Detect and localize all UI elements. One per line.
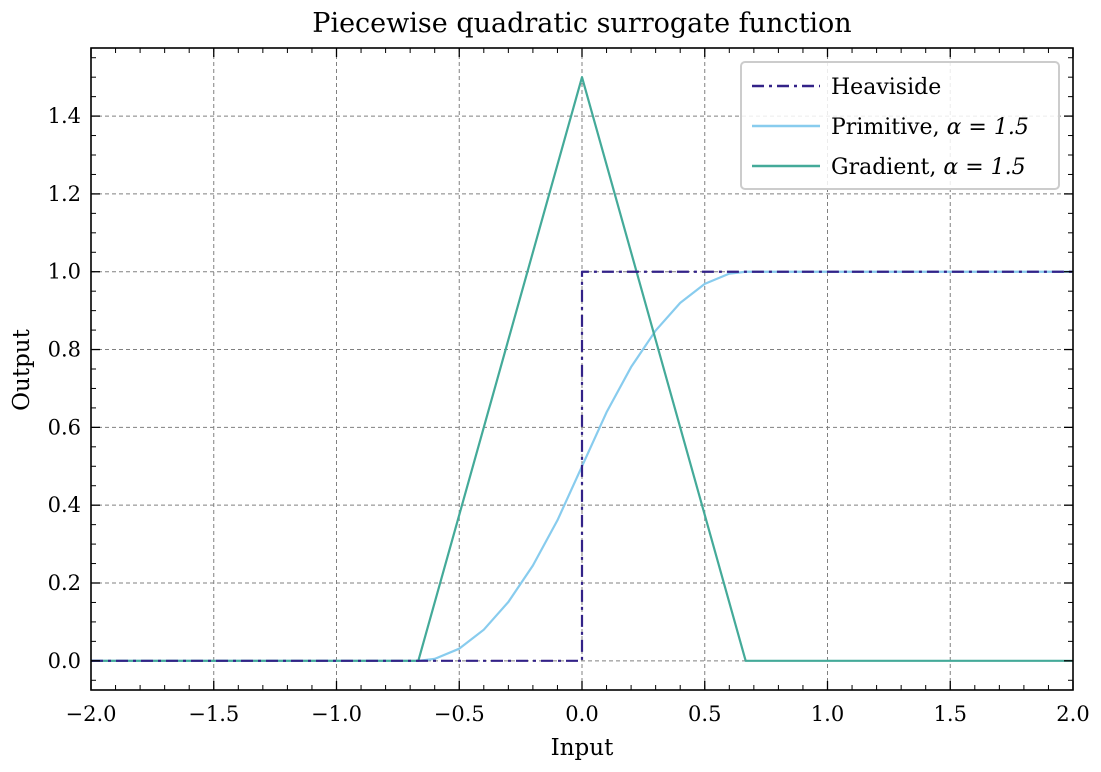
x-tick-label: −0.5: [434, 702, 485, 726]
x-tick-label: 0.5: [688, 702, 721, 726]
y-tick-label: 1.4: [48, 104, 81, 128]
x-tick-label: 1.0: [811, 702, 844, 726]
legend: Heaviside Primitive, α = 1.5 Gradient, α =…: [740, 61, 1060, 190]
x-tick-label: −1.0: [311, 702, 362, 726]
series-line-heaviside: [91, 270, 1073, 662]
x-tick-label: 2.0: [1056, 702, 1089, 726]
series-group: [91, 76, 1073, 662]
legend-entry-label: Heaviside: [831, 75, 941, 100]
x-tick-label: 0.0: [565, 702, 598, 726]
x-tick-label: −1.5: [188, 702, 239, 726]
y-tick-label: 1.2: [48, 182, 81, 206]
tick-marks: [90, 48, 1074, 690]
y-tick-label: 0.8: [48, 338, 81, 362]
y-tick-label: 0.6: [48, 415, 81, 439]
x-tick-label: 1.5: [934, 702, 967, 726]
y-axis-label: Output: [9, 328, 35, 410]
y-tick-label: 1.0: [48, 260, 81, 284]
legend-entry-label: Gradient, α = 1.5: [831, 155, 1026, 180]
tick-labels: −2.0 −1.5 −1.0 −0.5 0.0 0.5 1.0 1.5 2.0 0.0 0.2 0.4…: [48, 104, 1090, 726]
x-tick-label: −2.0: [66, 702, 117, 726]
y-tick-label: 0.0: [48, 649, 81, 673]
legend-entry-label: Primitive, α = 1.5: [831, 115, 1029, 140]
x-axis-label: Input: [551, 735, 614, 761]
y-tick-label: 0.2: [48, 571, 81, 595]
legend-box: [740, 61, 1060, 190]
y-tick-label: 0.4: [48, 493, 81, 517]
chart-title: Piecewise quadratic surrogate function: [312, 8, 851, 39]
